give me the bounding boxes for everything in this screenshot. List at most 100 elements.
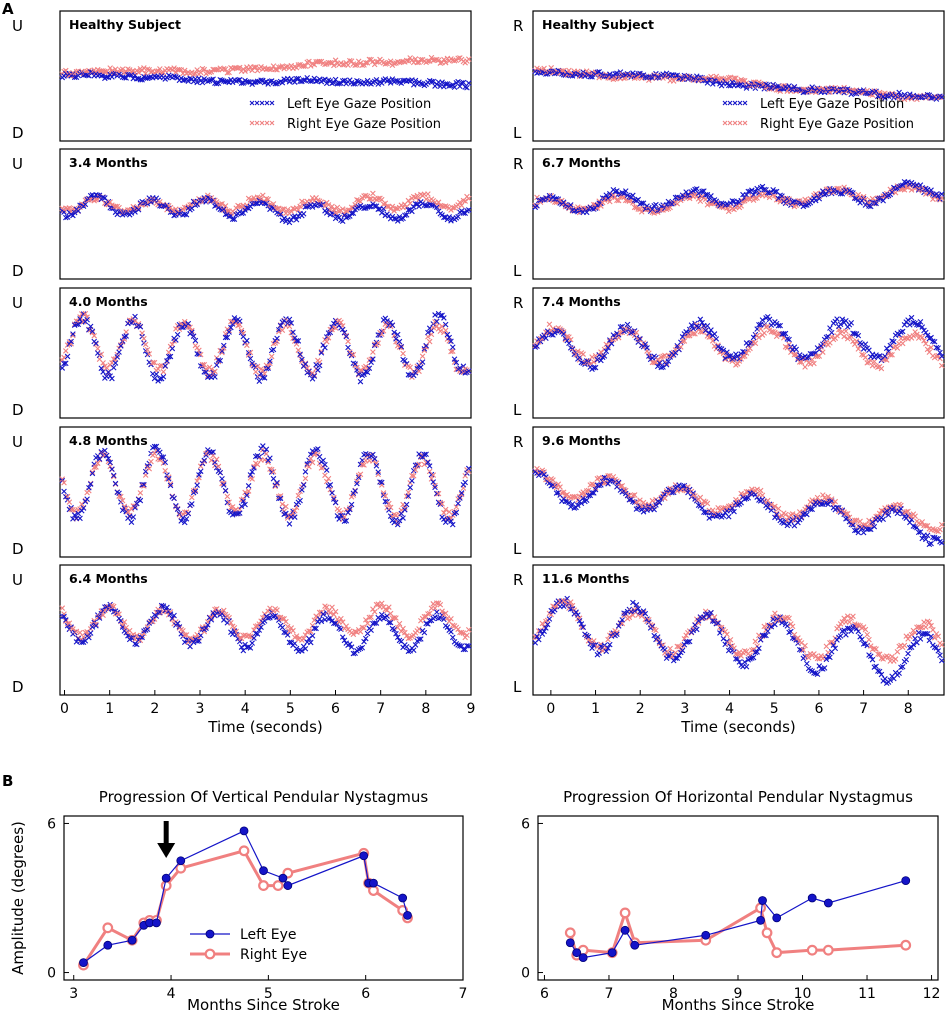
right-eye-mark	[841, 615, 847, 622]
right-eye-mark	[759, 492, 766, 499]
left-eye-mark	[439, 312, 445, 319]
left-eye-mark	[183, 516, 190, 522]
left-eye-mark	[442, 321, 449, 328]
left-eye-mark	[391, 626, 397, 633]
right-eye-mark	[288, 513, 295, 519]
left-eye-point	[620, 925, 630, 935]
right-eye-mark	[66, 499, 73, 505]
right-eye-mark	[116, 204, 122, 211]
right-eye-mark	[846, 514, 853, 521]
right-eye-mark	[935, 633, 942, 640]
right-eye-mark	[270, 468, 277, 475]
left-eye-mark	[444, 624, 451, 630]
left-eye-mark	[899, 663, 906, 670]
right-eye-mark	[245, 352, 252, 358]
right-eye-mark	[165, 474, 172, 480]
right-eye-mark	[320, 464, 326, 471]
right-eye-mark	[302, 63, 309, 69]
left-eye-mark	[405, 207, 412, 213]
right-eye-mark	[867, 643, 874, 649]
left-eye-mark	[560, 331, 567, 337]
left-eye-mark	[222, 487, 229, 494]
right-eye-mark	[834, 332, 840, 339]
right-eye-mark	[448, 348, 454, 355]
left-eye-mark	[426, 618, 433, 624]
left-eye-mark	[543, 625, 549, 631]
right-eye-mark	[937, 526, 943, 533]
right-eye-mark	[453, 366, 460, 373]
right-eye-mark	[800, 647, 807, 653]
right-eye-mark	[306, 58, 312, 65]
left-eye-mark	[786, 521, 792, 527]
right-eye-mark	[288, 208, 295, 215]
left-eye-mark	[86, 327, 92, 333]
left-eye-mark	[421, 629, 428, 636]
left-eye-mark	[240, 210, 247, 216]
left-eye-mark	[158, 602, 165, 609]
left-eye-mark	[592, 364, 599, 371]
left-eye-mark	[437, 501, 444, 507]
x-tick-label: 10	[794, 986, 812, 1002]
right-eye-mark	[263, 450, 270, 457]
left-eye-mark	[109, 466, 115, 472]
left-eye-point	[807, 893, 817, 903]
right-eye-mark	[347, 505, 353, 511]
right-eye-mark	[843, 328, 849, 334]
right-eye-mark	[189, 494, 195, 501]
right-eye-mark	[201, 458, 208, 465]
arrow-head	[157, 843, 176, 858]
left-eye-mark	[378, 210, 385, 216]
progression-chart: Progression Of Vertical Pendular Nystagm…	[9, 788, 467, 1014]
left-eye-mark	[544, 621, 551, 628]
left-eye-mark	[208, 449, 215, 456]
left-eye-mark	[686, 638, 693, 645]
left-eye-mark	[387, 513, 394, 519]
right-eye-mark	[825, 493, 831, 500]
left-eye-mark	[190, 333, 197, 340]
left-eye-mark	[410, 372, 417, 379]
x-tick-label: 2	[636, 701, 645, 717]
right-eye-mark	[850, 613, 856, 620]
right-eye-mark	[63, 618, 69, 624]
left-eye-mark	[663, 361, 670, 368]
left-eye-mark	[768, 623, 775, 630]
left-eye-mark	[583, 497, 590, 503]
left-eye-point	[630, 940, 640, 950]
left-eye-mark	[642, 610, 649, 617]
right-eye-mark	[70, 332, 76, 339]
right-eye-mark	[375, 195, 382, 202]
left-eye-mark	[293, 338, 300, 344]
left-eye-mark	[302, 645, 309, 652]
right-eye-mark	[458, 491, 465, 498]
left-eye-mark	[679, 647, 686, 654]
right-eye-mark	[331, 494, 337, 501]
left-eye-mark	[837, 633, 844, 639]
right-eye-mark	[290, 335, 296, 341]
right-eye-mark	[224, 493, 231, 500]
right-eye-mark	[633, 329, 640, 336]
left-eye-mark	[71, 512, 78, 518]
left-eye-mark	[267, 358, 273, 364]
right-eye-mark	[299, 198, 305, 205]
left-eye-mark	[779, 85, 785, 92]
right-eye-mark	[435, 490, 442, 497]
right-eye-mark	[391, 208, 397, 214]
left-eye-mark	[137, 324, 144, 330]
left-eye-mark	[219, 348, 225, 354]
left-eye-mark	[297, 497, 303, 504]
left-eye-mark	[741, 659, 748, 665]
right-eye-mark	[59, 605, 66, 611]
right-eye-mark	[396, 620, 403, 627]
right-eye-mark	[448, 616, 454, 622]
right-eye-mark	[555, 481, 562, 487]
right-eye-mark	[265, 196, 271, 203]
left-eye-mark	[539, 196, 546, 203]
right-eye-mark	[894, 648, 901, 655]
right-eye-mark	[256, 621, 263, 627]
left-eye-mark	[167, 482, 174, 489]
left-eye-mark	[68, 338, 74, 345]
left-eye-mark	[455, 213, 461, 220]
right-eye-mark	[386, 604, 392, 610]
left-eye-mark	[679, 334, 686, 340]
